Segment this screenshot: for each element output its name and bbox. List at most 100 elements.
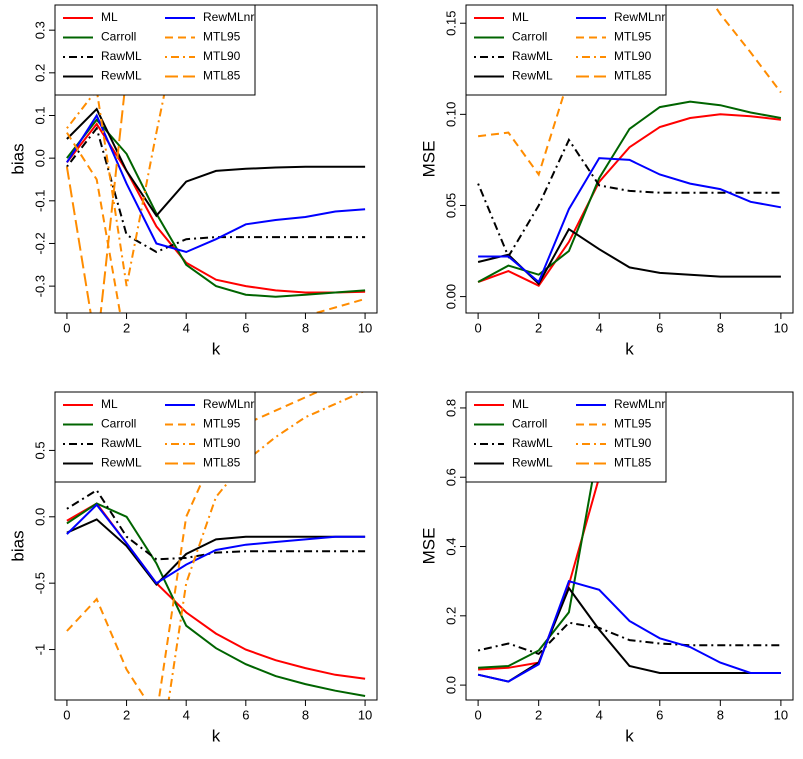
legend-label: RewMLnr — [203, 10, 254, 24]
legend-box — [54, 4, 256, 96]
x-tick-label: 0 — [474, 707, 481, 722]
x-tick-label: 0 — [63, 707, 70, 722]
y-tick-label: 0.2 — [443, 607, 458, 625]
legend-label: MTL90 — [614, 49, 652, 63]
x-tick-label: 2 — [123, 320, 130, 335]
series-line — [477, 137, 781, 259]
x-tick-label: 2 — [123, 707, 130, 722]
legend-label: RawML — [101, 436, 142, 450]
legend-label: ML — [512, 397, 529, 411]
series-line — [66, 113, 366, 254]
y-tick-label: -0.5 — [32, 572, 47, 594]
x-axis-label: k — [212, 726, 221, 745]
series-line — [477, 579, 781, 683]
legend-label: RawML — [512, 436, 553, 450]
series-line — [66, 126, 366, 254]
legend-label: ML — [512, 10, 529, 24]
legend-label: MTL85 — [203, 456, 241, 470]
y-tick-label: -0.1 — [32, 190, 47, 212]
legend-label: RewML — [512, 456, 553, 470]
legend-label: MTL90 — [203, 49, 241, 63]
x-tick-label: 10 — [774, 320, 788, 335]
y-tick-label: -1 — [32, 644, 47, 656]
legend-label: MTL95 — [203, 417, 241, 431]
legend-box — [465, 4, 667, 96]
legend-label: RawML — [512, 49, 553, 63]
y-tick-label: 0.15 — [443, 11, 458, 36]
legend-label: MTL85 — [614, 456, 652, 470]
y-tick-label: 0.2 — [32, 64, 47, 82]
y-tick-label: 0.5 — [32, 441, 47, 459]
x-tick-label: 10 — [358, 707, 372, 722]
series-line — [66, 502, 366, 680]
legend-label: ML — [101, 10, 118, 24]
legend-label: ML — [101, 397, 118, 411]
x-tick-label: 0 — [474, 320, 481, 335]
series-line — [66, 107, 366, 218]
y-axis-label: bias — [8, 530, 27, 561]
legend-box — [465, 391, 667, 483]
y-tick-label: 0.1 — [32, 106, 47, 124]
legend-label: MTL85 — [203, 69, 241, 83]
y-tick-label: 0.0 — [32, 508, 47, 526]
x-tick-label: 6 — [242, 707, 249, 722]
legend-label: MTL95 — [614, 30, 652, 44]
legend-label: MTL90 — [614, 436, 652, 450]
series-line — [477, 227, 781, 286]
series-line — [66, 122, 366, 294]
series-line — [478, 392, 622, 671]
x-tick-label: 2 — [535, 707, 542, 722]
y-axis-label: MSE — [419, 141, 438, 178]
y-tick-label: -0.3 — [32, 275, 47, 297]
x-tick-label: 4 — [596, 707, 603, 722]
x-axis-label: k — [625, 726, 634, 745]
x-tick-label: 10 — [774, 707, 788, 722]
x-tick-label: 8 — [717, 320, 724, 335]
y-tick-label: 0.00 — [443, 284, 458, 309]
series-line — [477, 113, 782, 287]
x-tick-label: 8 — [302, 320, 309, 335]
series-line — [66, 5, 184, 287]
series-line — [66, 488, 366, 561]
legend-label: Carroll — [101, 417, 136, 431]
legend-label: RewML — [512, 69, 553, 83]
y-tick-label: 0.3 — [32, 21, 47, 39]
y-tick-label: 0.6 — [443, 468, 458, 486]
x-tick-label: 4 — [596, 320, 603, 335]
x-axis-label: k — [625, 339, 634, 358]
y-tick-label: 0.8 — [443, 399, 458, 417]
y-tick-label: -0.2 — [32, 232, 47, 254]
series-line — [66, 132, 366, 313]
legend-label: RewMLnr — [614, 397, 665, 411]
y-tick-label: 0.05 — [443, 193, 458, 218]
series-line — [66, 503, 366, 585]
legend-label: RewMLnr — [203, 397, 254, 411]
legend-label: MTL95 — [614, 417, 652, 431]
series-line — [478, 392, 612, 669]
series-line — [477, 621, 781, 656]
x-tick-label: 2 — [535, 320, 542, 335]
legend-label: RewMLnr — [614, 10, 665, 24]
legend-label: MTL85 — [614, 69, 652, 83]
x-tick-label: 4 — [183, 320, 190, 335]
legend-label: Carroll — [512, 30, 547, 44]
series-line — [66, 518, 366, 587]
x-tick-label: 8 — [302, 707, 309, 722]
series-line — [66, 502, 366, 697]
legend-label: RewML — [101, 69, 142, 83]
y-tick-label: 0.4 — [443, 537, 458, 555]
x-tick-label: 10 — [358, 320, 372, 335]
y-tick-label: 0.0 — [443, 676, 458, 694]
legend-box — [54, 391, 256, 483]
legend-label: RawML — [101, 49, 142, 63]
legend-label: RewML — [101, 456, 142, 470]
x-tick-label: 6 — [242, 320, 249, 335]
legend-label: MTL90 — [203, 436, 241, 450]
x-tick-label: 6 — [656, 707, 663, 722]
legend-label: Carroll — [512, 417, 547, 431]
y-axis-label: MSE — [419, 528, 438, 565]
series-line — [66, 118, 366, 298]
y-tick-label: 0.10 — [443, 102, 458, 127]
y-tick-label: 0.0 — [32, 149, 47, 167]
